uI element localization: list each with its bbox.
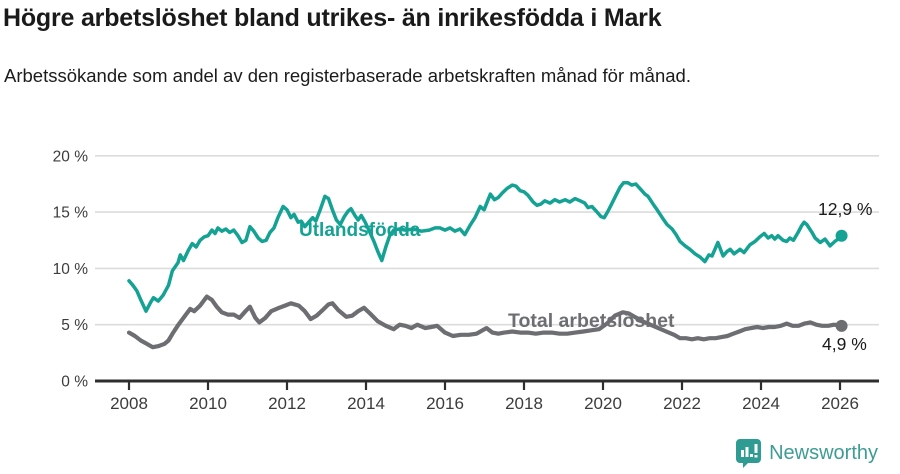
x-tick-label-2024: 2024	[742, 394, 780, 413]
x-tick-label-2022: 2022	[663, 394, 701, 413]
x-tick-label-2008: 2008	[110, 394, 148, 413]
end-dot-foreign-born	[835, 229, 848, 242]
series-line-foreign-born	[127, 181, 844, 313]
x-tick-label-2012: 2012	[268, 394, 306, 413]
y-tick-label-20: 20 %	[53, 148, 89, 165]
series-label-foreign-born: Utlandsfödda	[299, 220, 421, 241]
end-value-label-total: 4,9 %	[822, 334, 867, 354]
x-tick-label-2020: 2020	[584, 394, 622, 413]
newsworthy-brand-link[interactable]: Newsworthy	[735, 438, 878, 468]
x-tick-label-2010: 2010	[189, 394, 227, 413]
newsworthy-brand-text: Newsworthy	[769, 441, 878, 464]
x-tick-label-2026: 2026	[821, 394, 859, 413]
x-tick-label-2016: 2016	[426, 394, 464, 413]
y-tick-label-15: 15 %	[53, 205, 89, 222]
x-tick-label-2018: 2018	[505, 394, 543, 413]
y-tick-label-0: 0 %	[61, 374, 88, 391]
end-value-label-foreign-born: 12,9 %	[818, 199, 873, 219]
series-label-total: Total arbetslöshet	[508, 310, 675, 332]
end-dot-total	[835, 319, 848, 332]
newsworthy-logo-icon	[735, 438, 762, 468]
page-title: Högre arbetslöshet bland utrikes- än inr…	[3, 4, 662, 32]
x-tick-label-2014: 2014	[347, 394, 385, 413]
chart-subtitle: Arbetssökande som andel av den registerb…	[4, 65, 691, 86]
y-tick-label-10: 10 %	[53, 261, 89, 278]
y-tick-label-5: 5 %	[61, 317, 88, 334]
series-line-total	[126, 294, 844, 350]
